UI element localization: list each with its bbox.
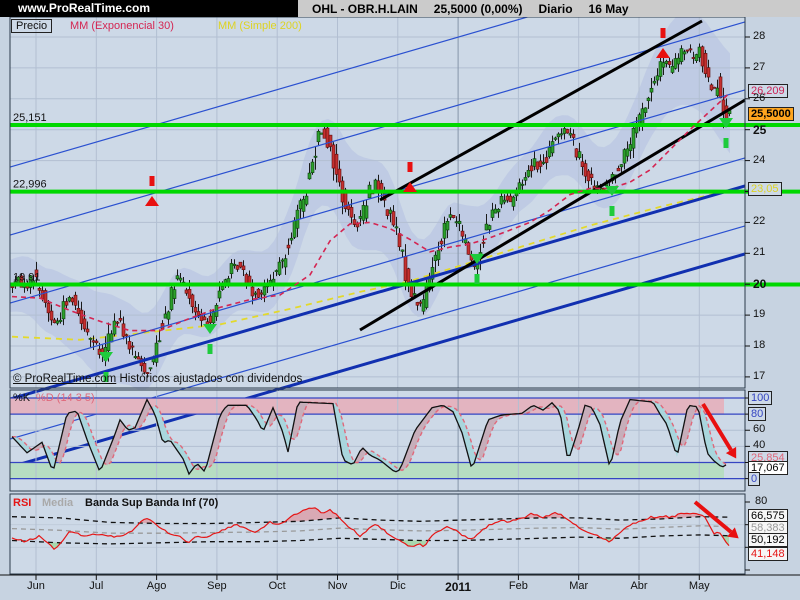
price-tick-22: 22 xyxy=(753,215,766,228)
stoch-d-label[interactable]: %D (14 3 5) xyxy=(36,392,95,404)
stoch-tick-60: 60 xyxy=(753,423,766,436)
main-price-panel[interactable]: 25,151 22,996 19,91 xyxy=(9,0,800,469)
prorealtime-link[interactable]: © ProRealTime.com xyxy=(13,373,117,385)
month-label-Oct: Oct xyxy=(268,580,286,592)
month-label-May: May xyxy=(688,580,710,592)
stoch-0-badge: 0 xyxy=(748,472,761,486)
price-tick-25: 25 xyxy=(753,122,767,137)
instrument-price: 25,5000 (0,00%) xyxy=(433,1,523,16)
stoch-k-badge: 17,067 xyxy=(748,461,788,475)
stoch-tick-40: 40 xyxy=(753,439,766,452)
last-price-badge: 25,5000 xyxy=(748,107,794,121)
rsi-80-tick: 80 xyxy=(755,495,768,507)
legend-sma200[interactable]: MM (Simple 200) xyxy=(218,20,302,32)
copyright-line: © ProRealTime.com Históricos ajustados c… xyxy=(13,373,302,385)
price-tick-21: 21 xyxy=(753,246,766,259)
price-tick-17: 17 xyxy=(753,369,766,382)
sma-value-badge: 23,05 xyxy=(748,182,782,196)
site-logo-bar: www.ProRealTime.com xyxy=(0,0,298,17)
rsi-label[interactable]: RSI xyxy=(13,497,32,509)
rsi-media-label[interactable]: Media xyxy=(42,497,74,509)
copyright-text: Históricos ajustados con dividendos xyxy=(119,373,303,385)
price-panel-label: Precio xyxy=(11,19,53,33)
rsi-panel[interactable] xyxy=(9,493,746,575)
stoch-80-badge: 80 xyxy=(748,407,767,421)
price-tick-27: 27 xyxy=(753,60,766,73)
level-label: 19,91 xyxy=(13,272,41,284)
timeframe-label: Diario xyxy=(538,1,573,16)
month-label-Abr: Abr xyxy=(630,580,648,592)
stoch-100-badge: 100 xyxy=(748,391,773,405)
price-tick-24: 24 xyxy=(753,153,766,166)
month-label-Feb: Feb xyxy=(508,580,528,592)
month-label-Dic: Dic xyxy=(389,580,406,592)
rsi-bands-label[interactable]: Banda Sup Banda Inf (70) xyxy=(85,497,219,509)
level-label: 22,996 xyxy=(13,179,47,191)
ema-value-badge: 26,209 xyxy=(748,84,788,98)
site-logo[interactable]: www.ProRealTime.com xyxy=(18,1,151,15)
level-label: 25,151 xyxy=(13,112,47,124)
rsi-value-badge: 41,148 xyxy=(748,547,788,561)
price-tick-26: 26 xyxy=(753,91,766,104)
stochastic-panel[interactable] xyxy=(9,389,746,492)
month-label-2011: 2011 xyxy=(445,580,472,594)
month-label-Mar: Mar xyxy=(569,580,589,592)
month-label-Jun: Jun xyxy=(27,580,45,592)
price-tick-19: 19 xyxy=(753,308,766,321)
month-label-Ago: Ago xyxy=(146,580,167,592)
legend-ema30[interactable]: MM (Exponencial 30) xyxy=(70,20,174,32)
instrument-symbol: OHL - OBR.H.LAIN xyxy=(312,1,418,16)
month-label-Sep: Sep xyxy=(207,580,227,592)
date-label: 16 May xyxy=(588,1,629,16)
rsi-media-badge: 58,383 xyxy=(748,521,788,535)
instrument-title-bar: OHL - OBR.H.LAIN 25,5000 (0,00%) Diario … xyxy=(298,0,800,17)
price-tick-20: 20 xyxy=(753,277,767,292)
month-label-Nov: Nov xyxy=(327,580,348,592)
stoch-k-label[interactable]: %K xyxy=(13,392,31,404)
month-label-Jul: Jul xyxy=(89,580,104,592)
price-tick-18: 18 xyxy=(753,339,766,351)
price-tick-28: 28 xyxy=(753,30,766,42)
rsi-inf-badge: 50,192 xyxy=(748,533,788,547)
